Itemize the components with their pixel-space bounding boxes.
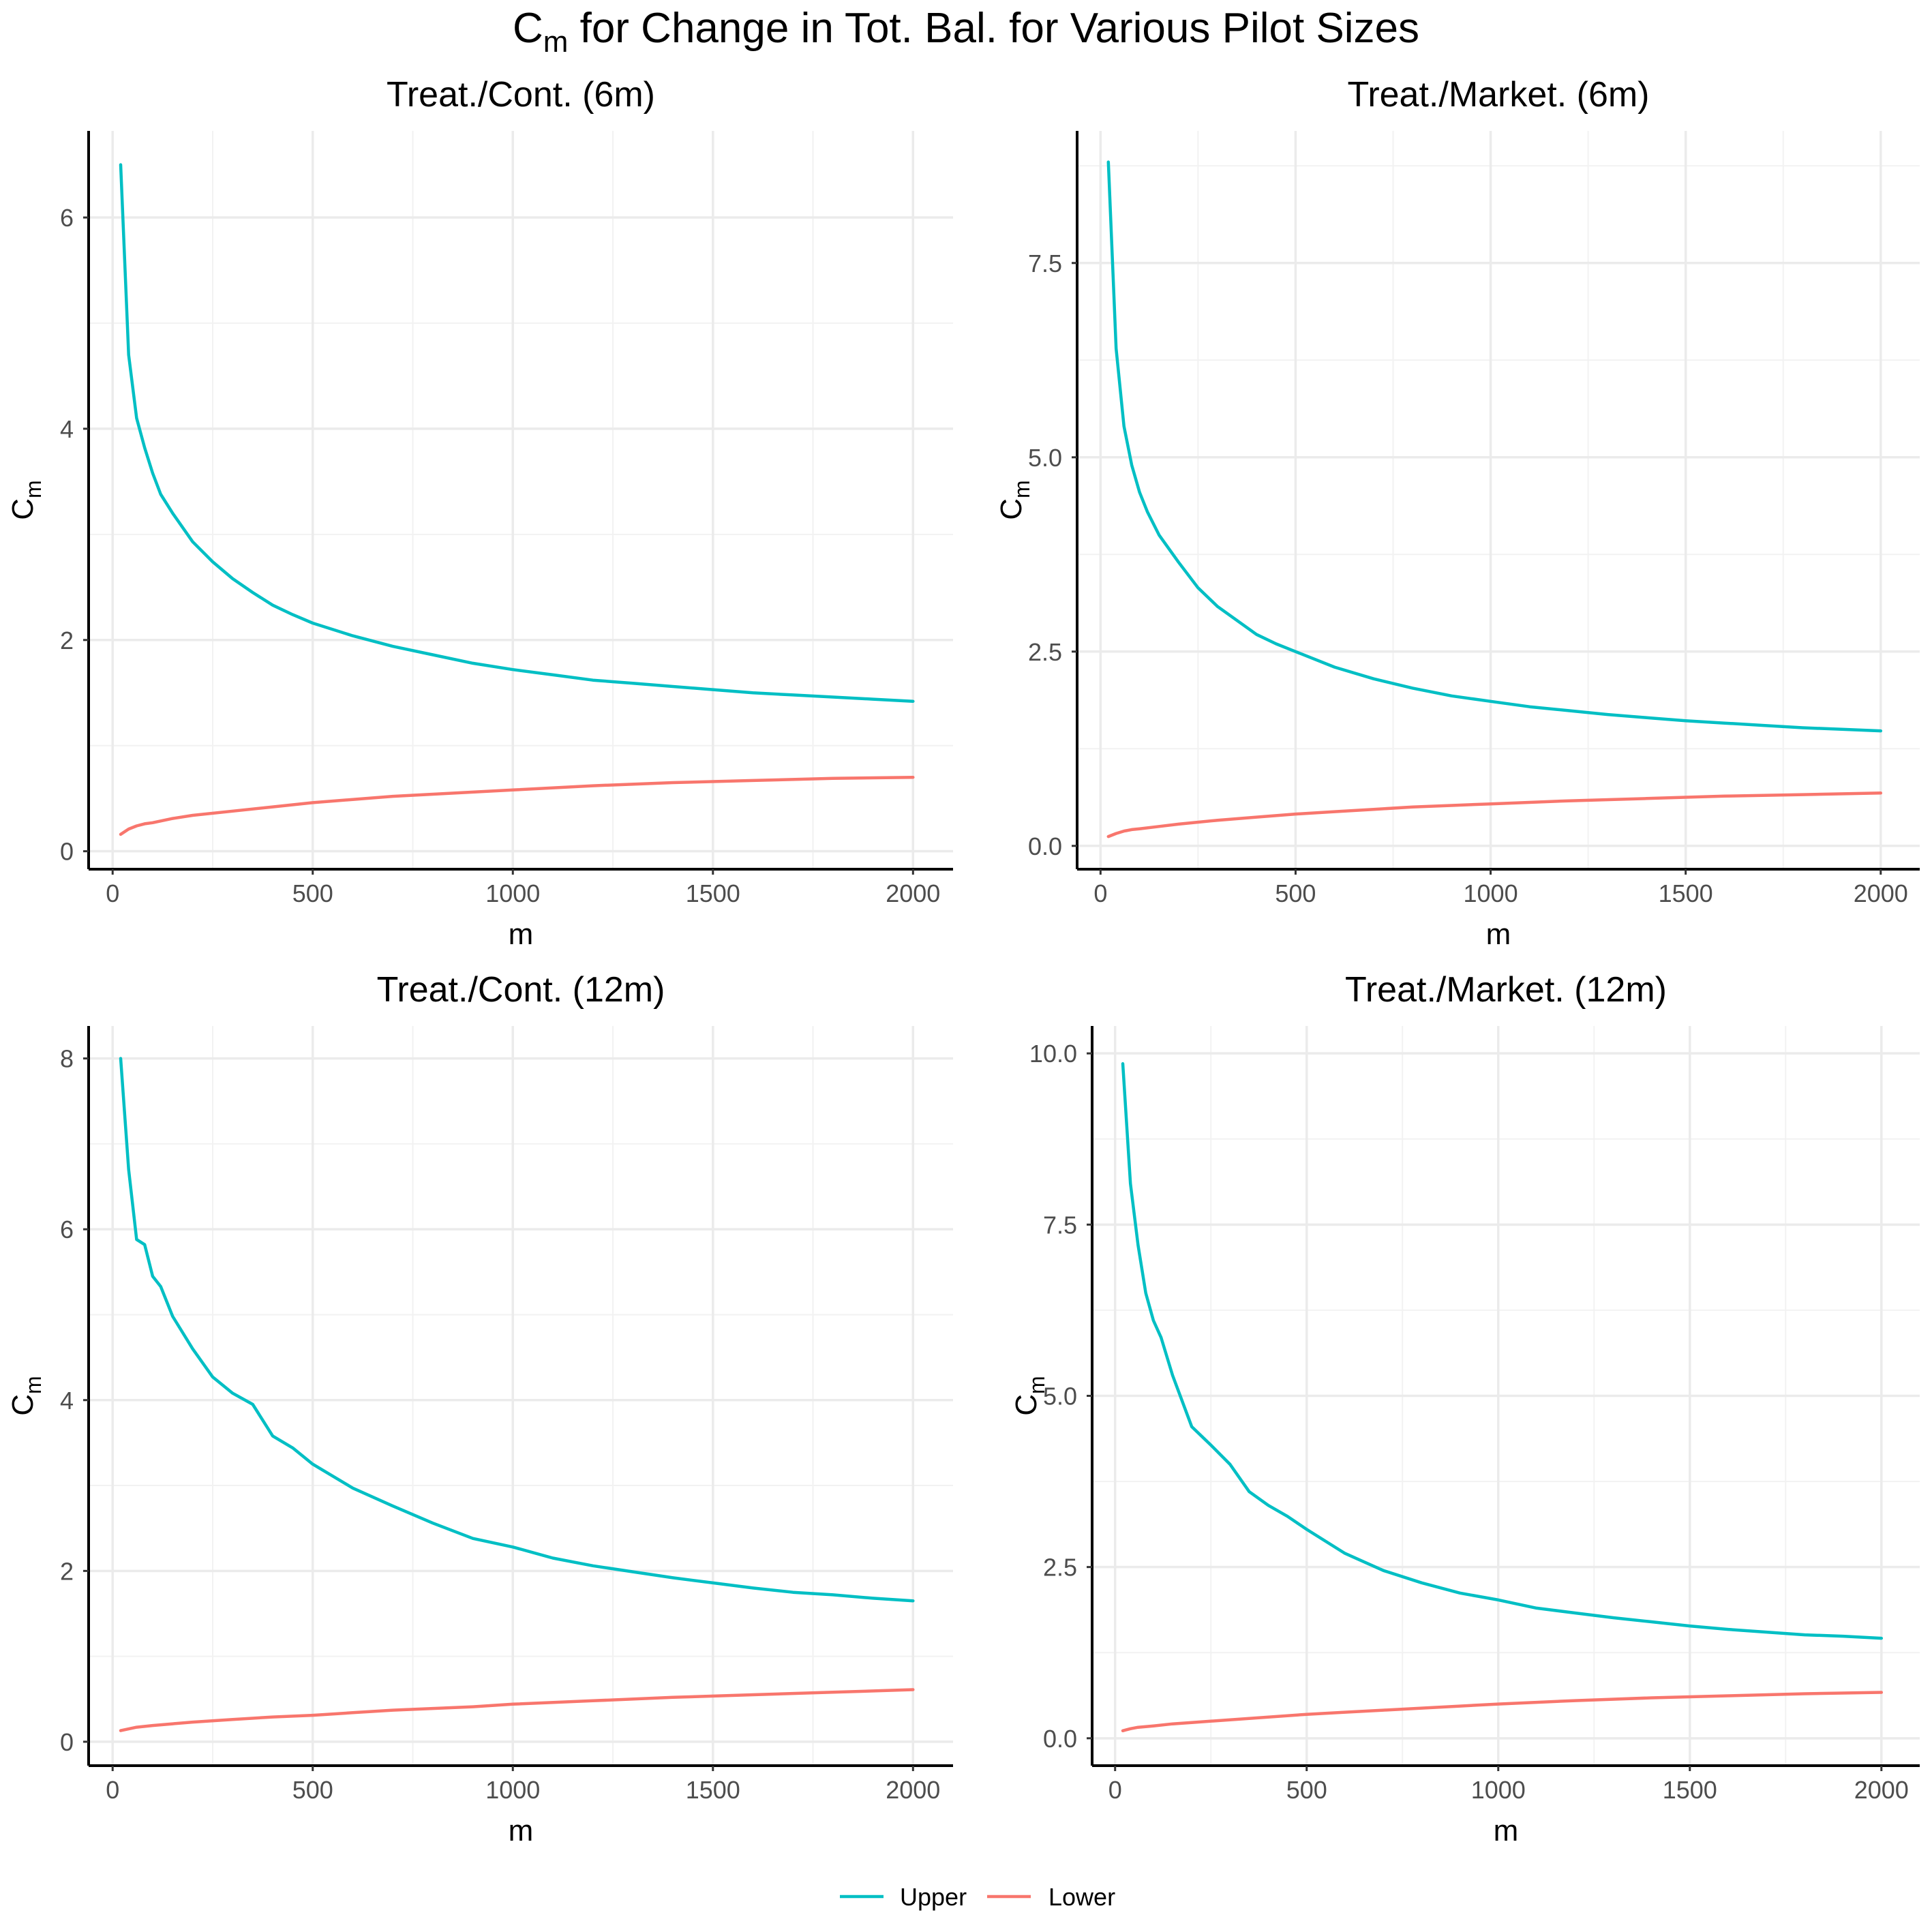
y-axis-label: Cm <box>1010 1376 1049 1415</box>
major-grid <box>89 1026 953 1766</box>
panel-title: Treat./Market. (12m) <box>1345 970 1667 1010</box>
y-axis-label: Cm <box>6 480 46 519</box>
y-axis-label-subscript: m <box>21 1376 46 1394</box>
x-tick-label: 1500 <box>686 879 740 907</box>
x-tick-label: 0 <box>106 1776 119 1804</box>
panels: Treat./Cont. (6m)0 500 1000 1500 20000246mCm… <box>6 75 1920 1847</box>
panel-2: Treat./Market. (6m) 0 500 1000 1500 2000 0.0 2.… <box>995 75 1920 951</box>
y-tick-label: 10.0 <box>1029 1040 1077 1068</box>
y-tick-label: 5.0 <box>1028 444 1062 472</box>
figure-title: Cm for Change in Tot. Bal. for Various P… <box>513 5 1419 59</box>
x-axis-label: m <box>509 918 534 951</box>
panel-4: Treat./Market. (12m) 0 500 1000 1500 2000 0.0 2… <box>1010 970 1920 1847</box>
y-tick-label: 0 <box>60 1728 74 1756</box>
major-grid <box>89 131 953 869</box>
y-tick-label: 6 <box>60 204 74 232</box>
x-axis-label: m <box>1486 918 1511 951</box>
minor-grid <box>89 1026 953 1766</box>
series-line-lower <box>1106 791 1883 839</box>
x-tick-label: 2000 <box>1854 879 1908 907</box>
x-tick-label: 0 <box>1093 879 1107 907</box>
x-tick-label: 0 <box>1108 1776 1122 1804</box>
x-tick-label: 2000 <box>1854 1776 1909 1804</box>
y-axis-label-subscript: m <box>21 480 46 498</box>
y-axis-label-subscript: m <box>1025 1376 1049 1394</box>
y-axis-label: Cm <box>995 480 1034 519</box>
y-tick-label: 7.5 <box>1028 250 1062 277</box>
x-tick-label: 1500 <box>1659 879 1713 907</box>
x-tick-label: 500 <box>292 1776 333 1804</box>
x-tick-label: 2000 <box>886 879 940 907</box>
panel-title: Treat./Cont. (12m) <box>377 970 665 1010</box>
figure-title-subscript: m <box>543 25 569 59</box>
y-tick-label: 4 <box>60 1387 74 1415</box>
x-tick-label: 500 <box>1286 1776 1327 1804</box>
series-line-upper <box>119 163 915 703</box>
y-tick-label: 6 <box>60 1216 74 1243</box>
y-tick-label: 5.0 <box>1043 1383 1077 1410</box>
x-tick-label: 1500 <box>686 1776 740 1804</box>
minor-grid <box>1077 131 1920 869</box>
y-axis-label-main: C <box>6 498 40 520</box>
figure-title-rest: for Change in Tot. Bal. for Various Pilo… <box>568 5 1419 52</box>
y-tick-label: 2 <box>60 1557 74 1585</box>
legend-label-upper: Upper <box>900 1883 967 1911</box>
series-line-upper <box>1106 160 1883 733</box>
panel-3: Treat./Cont. (12m) 0 500 1000 1500 2000 0 2 4 6 8 m… <box>6 970 953 1847</box>
series-line-upper <box>119 1057 915 1603</box>
minor-grid <box>89 131 953 869</box>
legend-label-lower: Lower <box>1048 1883 1115 1911</box>
x-tick-label: 500 <box>292 879 333 907</box>
x-tick-label: 2000 <box>886 1776 940 1804</box>
series-line-upper <box>1121 1062 1884 1640</box>
y-axis-label-main: C <box>6 1394 40 1416</box>
major-grid <box>1092 1026 1920 1766</box>
x-tick-label: 0 <box>106 879 119 907</box>
panel-title: Treat./Market. (6m) <box>1347 75 1649 115</box>
y-tick-label: 0.0 <box>1043 1725 1077 1753</box>
x-tick-label: 1000 <box>1464 879 1518 907</box>
y-axis-label-main: C <box>995 498 1028 520</box>
x-tick-label: 500 <box>1275 879 1316 907</box>
x-axis-label: m <box>509 1814 534 1847</box>
x-tick-label: 1000 <box>485 879 540 907</box>
y-tick-label: 2.5 <box>1043 1554 1077 1582</box>
y-tick-label: 8 <box>60 1045 74 1073</box>
x-tick-label: 1000 <box>485 1776 540 1804</box>
y-tick-label: 2 <box>60 627 74 654</box>
y-tick-label: 2.5 <box>1028 638 1062 666</box>
y-tick-label: 7.5 <box>1043 1211 1077 1239</box>
y-tick-label: 4 <box>60 415 74 443</box>
series-line-lower <box>1121 1691 1884 1733</box>
y-axis-label: Cm <box>6 1376 46 1415</box>
legend: Upper Lower <box>840 1883 1115 1911</box>
series-line-lower <box>119 775 915 836</box>
y-tick-label: 0.0 <box>1028 832 1062 860</box>
figure-title-main: C <box>513 5 543 52</box>
series-line-lower <box>119 1688 915 1732</box>
panel-title: Treat./Cont. (6m) <box>387 75 655 115</box>
y-axis-label-subscript: m <box>1010 480 1034 498</box>
x-axis-label: m <box>1494 1814 1519 1847</box>
x-tick-label: 1500 <box>1663 1776 1717 1804</box>
major-grid <box>1077 131 1920 869</box>
x-tick-label: 1000 <box>1471 1776 1526 1804</box>
y-axis-label-main: C <box>1010 1394 1043 1416</box>
y-tick-label: 0 <box>60 838 74 866</box>
